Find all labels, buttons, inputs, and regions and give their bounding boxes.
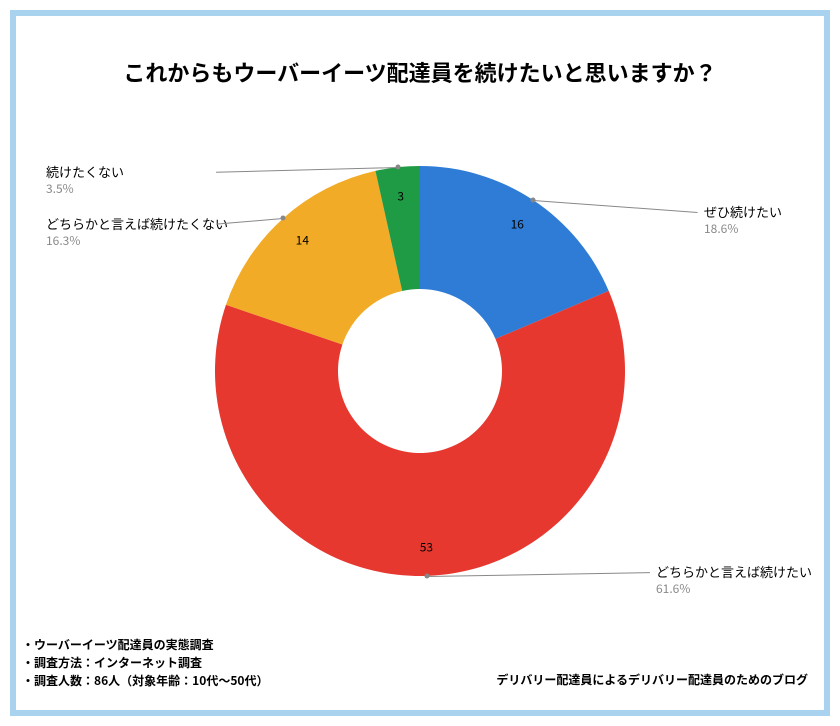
slice-label-1-name: ぜひ続けたい <box>704 204 782 221</box>
slice-value: 3 <box>397 187 404 204</box>
outer-container: これからもウーバーイーツ配達員を続けたいと思いますか？ 16 53 14 3 ぜひ続け… <box>0 0 840 726</box>
donut-slice <box>215 291 625 576</box>
slice-label-2: どちらかと言えば続けたい 61.6% <box>656 564 812 596</box>
slice-label-3: どちらかと言えば続けたくない 16.3% <box>46 216 228 248</box>
slice-label-3-name: どちらかと言えば続けたくない <box>46 216 228 233</box>
slice-label-1-pct: 18.6% <box>704 221 782 237</box>
chart-title: これからもウーバーイーツ配達員を続けたいと思いますか？ <box>16 56 824 88</box>
slice-value: 14 <box>296 231 309 248</box>
slice-value: 53 <box>420 539 433 556</box>
slice-label-1: ぜひ続けたい 18.6% <box>704 204 782 236</box>
credit-text: デリバリー配達員によるデリバリー配達員のためのブログ <box>496 671 808 688</box>
slice-value: 16 <box>511 215 524 232</box>
slice-label-3-pct: 16.3% <box>46 233 228 249</box>
note-line: ・ウーバーイーツ配達員の実態調査 <box>22 636 268 654</box>
note-line: ・調査人数：86人（対象年齢：10代〜50代） <box>22 672 268 690</box>
donut-chart: 16 53 14 3 <box>215 166 625 576</box>
note-line: ・調査方法：インターネット調査 <box>22 654 268 672</box>
slice-label-2-name: どちらかと言えば続けたい <box>656 564 812 581</box>
slice-label-4-pct: 3.5% <box>46 181 124 197</box>
chart-frame: これからもウーバーイーツ配達員を続けたいと思いますか？ 16 53 14 3 ぜひ続け… <box>10 10 830 716</box>
slice-label-4-name: 続けたくない <box>46 164 124 181</box>
survey-notes: ・ウーバーイーツ配達員の実態調査・調査方法：インターネット調査・調査人数：86人… <box>22 636 268 690</box>
slice-label-2-pct: 61.6% <box>656 581 812 597</box>
slice-label-4: 続けたくない 3.5% <box>46 164 124 196</box>
